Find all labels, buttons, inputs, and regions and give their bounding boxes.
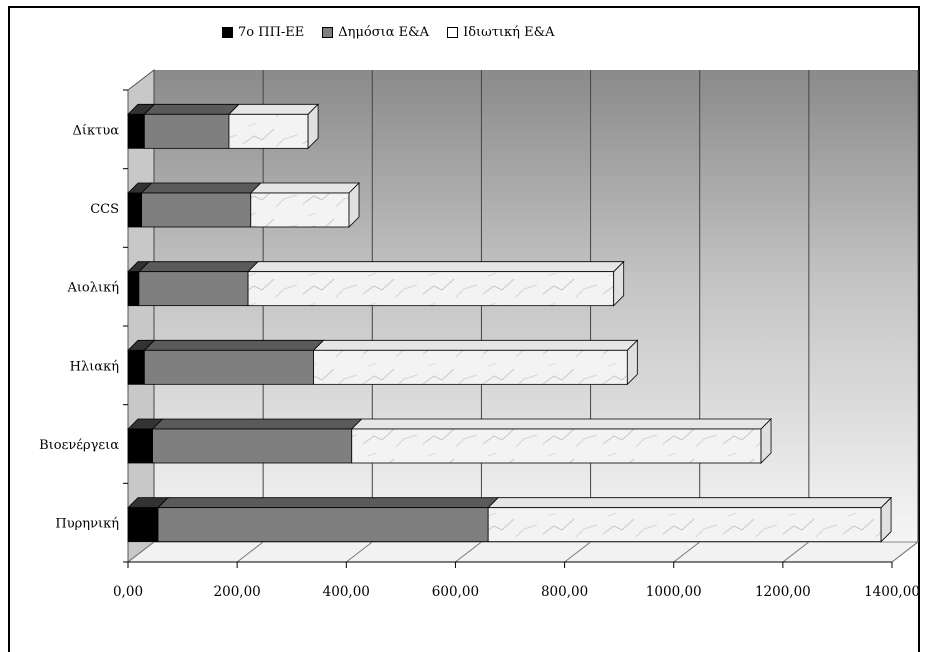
x-tick-label: 600,00 <box>432 584 479 600</box>
bar-top-public <box>157 497 500 509</box>
bar-fp7 <box>127 507 159 543</box>
x-tick-label: 200,00 <box>214 584 261 600</box>
bar-private <box>351 428 762 464</box>
category-label: Βιοενέργεια <box>39 438 119 453</box>
legend-item-fp7: 7ο ΠΠ-ΕΕ <box>222 25 304 40</box>
bar-public <box>157 507 489 543</box>
category-label: Αιολική <box>66 281 119 296</box>
bar-fp7 <box>127 349 145 385</box>
bar-end-face <box>348 182 360 228</box>
legend-swatch-fp7 <box>222 27 233 38</box>
bar-private <box>228 113 309 149</box>
bar-fp7 <box>127 271 140 307</box>
legend-label-public: Δημόσια Ε&Α <box>338 25 430 40</box>
bar-end-face <box>760 418 772 464</box>
category-label: Δίκτυα <box>73 123 120 138</box>
floor-gridline <box>673 541 701 563</box>
bar-public <box>141 192 252 228</box>
category-label: Πυρηνική <box>55 517 119 532</box>
bar-end-face <box>626 339 638 386</box>
axis-labels: 0,00 200,00 400,00 600,00 800,00 1000,00 1200,… <box>39 123 920 600</box>
bar-private <box>250 192 350 228</box>
bar-top-public <box>143 339 325 351</box>
bar-private <box>487 507 882 543</box>
bar-top-public <box>143 103 240 115</box>
category-label: Ηλιακή <box>70 359 119 374</box>
bar-top-private <box>350 418 772 430</box>
bar-end-face <box>613 260 625 307</box>
floor-gridline <box>891 541 919 563</box>
legend-item-private: Ιδιωτική Ε&Α <box>447 25 555 40</box>
bar-top-private <box>487 497 893 509</box>
x-tick-label: 1400,00 <box>864 584 920 600</box>
legend-swatch-public <box>322 27 334 38</box>
bar-top-private <box>247 261 625 273</box>
legend-label-fp7: 7ο ΠΠ-ΕΕ <box>238 25 305 40</box>
floor-gridline <box>127 541 155 563</box>
x-tick-label: 1200,00 <box>755 584 811 600</box>
bar-private <box>313 349 628 385</box>
bar-top-private <box>227 103 320 115</box>
floor-gridline <box>564 541 591 563</box>
floor-gridline <box>345 541 373 563</box>
floor-gridline <box>236 541 264 563</box>
bar-public <box>138 271 249 307</box>
legend-label-private: Ιδιωτική Ε&Α <box>463 25 555 40</box>
floor-gridline <box>455 541 482 563</box>
bar-public <box>143 113 230 149</box>
bar-fp7 <box>127 428 153 464</box>
bar-top-private <box>249 182 360 194</box>
bar-end-face <box>880 496 892 543</box>
bar-public <box>143 349 314 385</box>
bar-top-public <box>137 261 260 273</box>
legend-item-public: Δημόσια Ε&Α <box>322 25 429 40</box>
category-label: CCS <box>90 202 119 217</box>
bar-top-public <box>151 418 363 430</box>
bar-top-public <box>140 182 262 194</box>
bar-fp7 <box>127 113 145 149</box>
x-tick-label: 1000,00 <box>646 584 702 600</box>
bar-end-face <box>307 103 319 150</box>
bars <box>127 103 893 543</box>
x-tick-label: 800,00 <box>541 584 588 600</box>
x-tick-label: 400,00 <box>323 584 370 600</box>
bar-public <box>152 428 353 464</box>
x-tick-label: 0,00 <box>113 584 143 600</box>
chart-legend: 7ο ΠΠ-ΕΕ Δημόσια Ε&Α Ιδιωτική Ε&Α <box>222 25 555 40</box>
floor <box>126 541 920 563</box>
legend-swatch-private <box>447 27 459 38</box>
bar-fp7 <box>127 192 143 228</box>
bar-private <box>247 271 615 307</box>
bar-top-private <box>312 339 639 351</box>
floor-gridline <box>782 541 810 563</box>
